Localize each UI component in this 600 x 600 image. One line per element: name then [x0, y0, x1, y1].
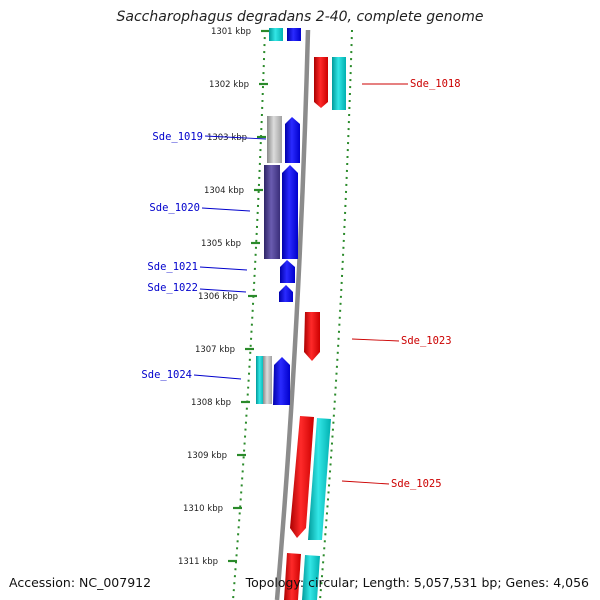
cds-feature: [308, 418, 331, 540]
purple-feature: [264, 165, 280, 259]
gene-label-sde-1024[interactable]: Sde_1024: [141, 369, 192, 381]
gene-label-sde-1021[interactable]: Sde_1021: [147, 261, 198, 273]
gene-label-sde-1020[interactable]: Sde_1020: [149, 202, 200, 214]
gene-label-sde-1025[interactable]: Sde_1025: [391, 478, 442, 490]
scale-tick-label: 1309 kbp: [187, 451, 227, 461]
forward-gene-partial: [287, 28, 301, 41]
gene-features: [256, 28, 346, 600]
left-dotted-ring: [232, 29, 266, 600]
scale-tick-label: 1308 kbp: [191, 398, 231, 408]
gene-arrow-sde-1022[interactable]: [279, 285, 293, 302]
gene-arrow-sde-1024[interactable]: [273, 357, 290, 405]
right-dotted-ring: [319, 29, 353, 600]
gene-label-sde-1022[interactable]: Sde_1022: [147, 282, 198, 294]
scale-tick-label: 1307 kbp: [195, 345, 235, 355]
cds-feature: [332, 57, 346, 110]
cds-feature: [302, 555, 320, 600]
reverse-gene-partial: [284, 553, 301, 600]
genome-backbone: [274, 29, 311, 600]
scale-tick-label: 1301 kbp: [211, 27, 251, 37]
gene-arrow-sde-1020[interactable]: [282, 165, 298, 259]
gene-leader-line: [201, 207, 251, 212]
gene-leader-line: [193, 374, 242, 380]
gene-label-sde-1023[interactable]: Sde_1023: [401, 335, 452, 347]
scale-tick-label: 1305 kbp: [201, 239, 241, 249]
gene-labels: Sde_1018 Sde_1019 Sde_1020 Sde_1021 Sde_1022…: [141, 78, 460, 490]
gene-leader-line: [204, 135, 267, 140]
scale-tick-label: 1311 kbp: [178, 557, 218, 567]
gene-leader-line: [341, 480, 390, 485]
accession-text: Accession: NC_007912: [9, 575, 152, 590]
gene-arrow-sde-1018[interactable]: [314, 57, 328, 108]
gene-arrow-sde-1021[interactable]: [280, 260, 295, 283]
scale-ticks: 1301 kbp 1302 kbp 1303 kbp 1304 kbp 1305 kbp…: [178, 27, 270, 567]
gene-leader-line: [199, 266, 248, 271]
gene-label-sde-1018[interactable]: Sde_1018: [410, 78, 461, 90]
gene-arrow-sde-1019[interactable]: [285, 117, 300, 163]
gene-leader-line: [351, 338, 400, 342]
scale-tick-label: 1303 kbp: [207, 133, 247, 143]
scale-tick-label: 1306 kbp: [198, 292, 238, 302]
gene-arrow-sde-1025[interactable]: [290, 416, 314, 538]
other-feature: [263, 356, 272, 404]
scale-tick-label: 1310 kbp: [183, 504, 223, 514]
gene-leader-line: [199, 288, 247, 293]
map-title: Saccharophagus degradans 2-40, complete …: [116, 9, 484, 25]
scale-tick-label: 1304 kbp: [204, 186, 244, 196]
scale-tick-label: 1302 kbp: [209, 80, 249, 90]
other-feature: [267, 116, 282, 163]
gene-label-sde-1019[interactable]: Sde_1019: [152, 131, 203, 143]
gene-arrow-sde-1023[interactable]: [304, 312, 320, 361]
topology-summary: Topology: circular; Length: 5,057,531 bp…: [245, 575, 589, 590]
cds-feature: [269, 28, 283, 41]
cds-feature: [256, 356, 264, 404]
